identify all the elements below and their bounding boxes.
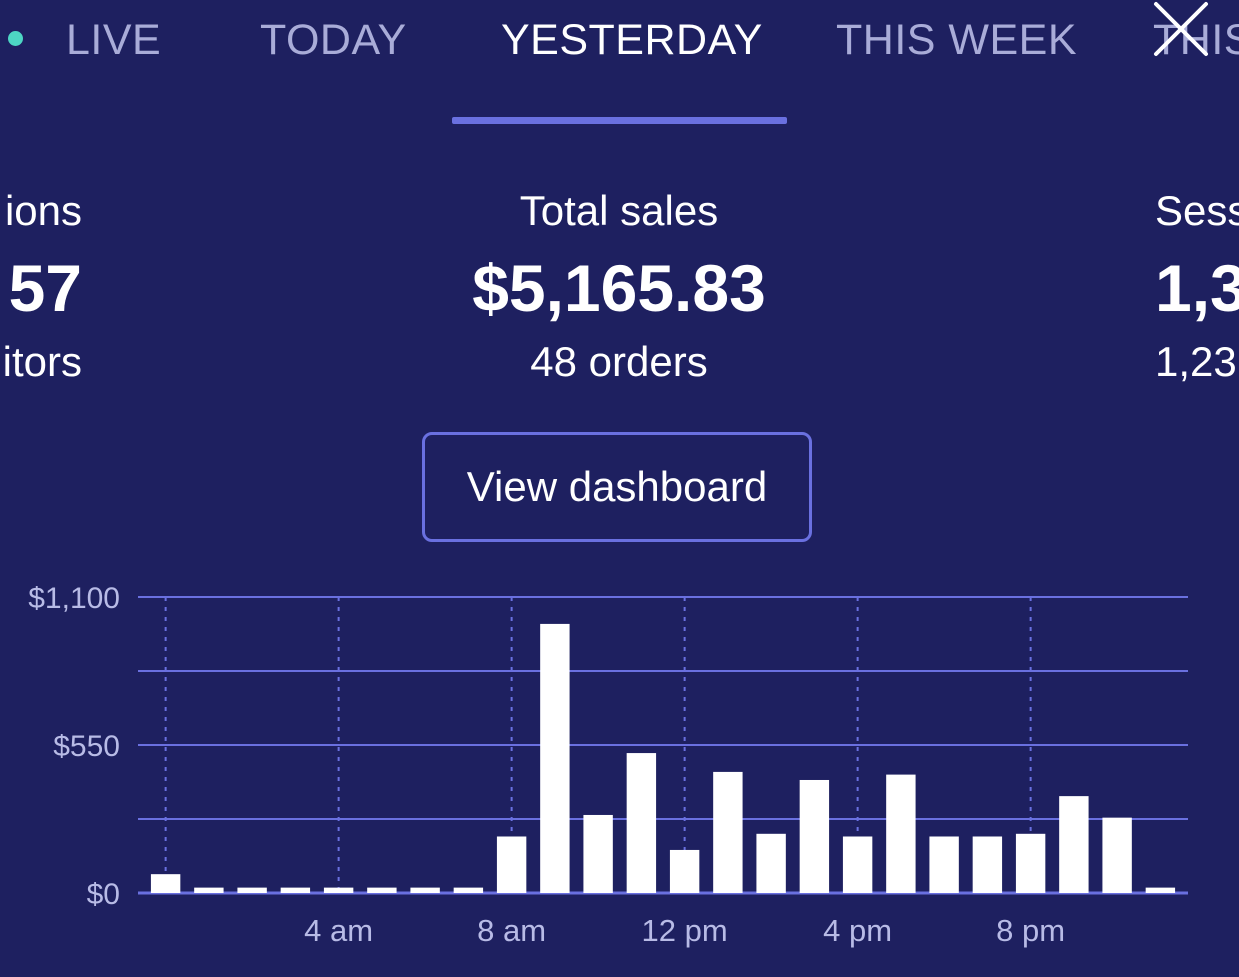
bar-6-pm (929, 836, 959, 893)
sessions-label: Sess (1155, 187, 1239, 234)
bar-11-pm (1145, 887, 1176, 893)
tab-live[interactable]: LIVE (66, 16, 162, 64)
x-tick-label: 8 pm (996, 913, 1065, 948)
active-tab-indicator (452, 117, 787, 124)
bar-2-am (237, 887, 267, 893)
bar-8-am (496, 836, 527, 893)
x-tick-label: 4 pm (823, 913, 892, 948)
y-tick-label: $0 (87, 878, 120, 911)
sessions-value: 1,3 (1155, 251, 1239, 325)
total-sales-label: Total sales (519, 187, 719, 234)
bar-4-pm (842, 836, 873, 893)
view-dashboard-button[interactable]: View dashboard (422, 432, 812, 542)
close-icon[interactable] (1146, 0, 1216, 68)
live-dot-icon (8, 31, 23, 46)
metric-left-value: 57 (8, 251, 82, 325)
x-tick-label: 12 pm (642, 913, 728, 948)
bar-10-am (583, 814, 613, 893)
bar-2-pm (756, 833, 786, 893)
bar-12-pm (669, 849, 700, 893)
tab-yesterday[interactable]: YESTERDAY (501, 16, 763, 64)
bar-1-am (194, 887, 224, 893)
bar-5-pm (886, 774, 916, 893)
bar-9-pm (1059, 796, 1089, 893)
bar-7-am (453, 887, 484, 893)
sales-bar-chart: $0 $550 $1,100 4 am 8 am 12 pm 4 pm 8 pm (28, 582, 1188, 948)
tab-this-week[interactable]: THIS WEEK (836, 16, 1078, 64)
bar-9-am (540, 623, 570, 893)
time-range-tabs: LIVE TODAY YESTERDAY THIS WEEK THIS (0, 0, 1239, 125)
sessions-sub: 1,23 (1155, 338, 1237, 385)
y-tick-label: $1,100 (28, 582, 120, 615)
bar-12-am (150, 874, 181, 893)
bar-11-am (626, 753, 657, 893)
bar-7-pm (972, 836, 1003, 893)
metric-left-sub: itors (2, 338, 82, 385)
total-sales-value: $5,165.83 (472, 251, 766, 325)
x-tick-label: 4 am (304, 913, 373, 948)
bar-10-pm (1102, 817, 1132, 893)
bar-3-am (280, 887, 311, 893)
bar-5-am (367, 887, 397, 893)
tab-today[interactable]: TODAY (260, 16, 407, 64)
bar-4-am (323, 887, 354, 893)
bar-1-pm (713, 771, 743, 893)
bar-3-pm (799, 779, 830, 893)
orders-count: 48 orders (530, 338, 708, 385)
x-tick-label: 8 am (477, 913, 546, 948)
bar-6-am (410, 887, 440, 893)
metric-left-label: ions (4, 187, 82, 234)
bar-8-pm (1015, 833, 1046, 893)
y-tick-label: $550 (53, 730, 120, 763)
